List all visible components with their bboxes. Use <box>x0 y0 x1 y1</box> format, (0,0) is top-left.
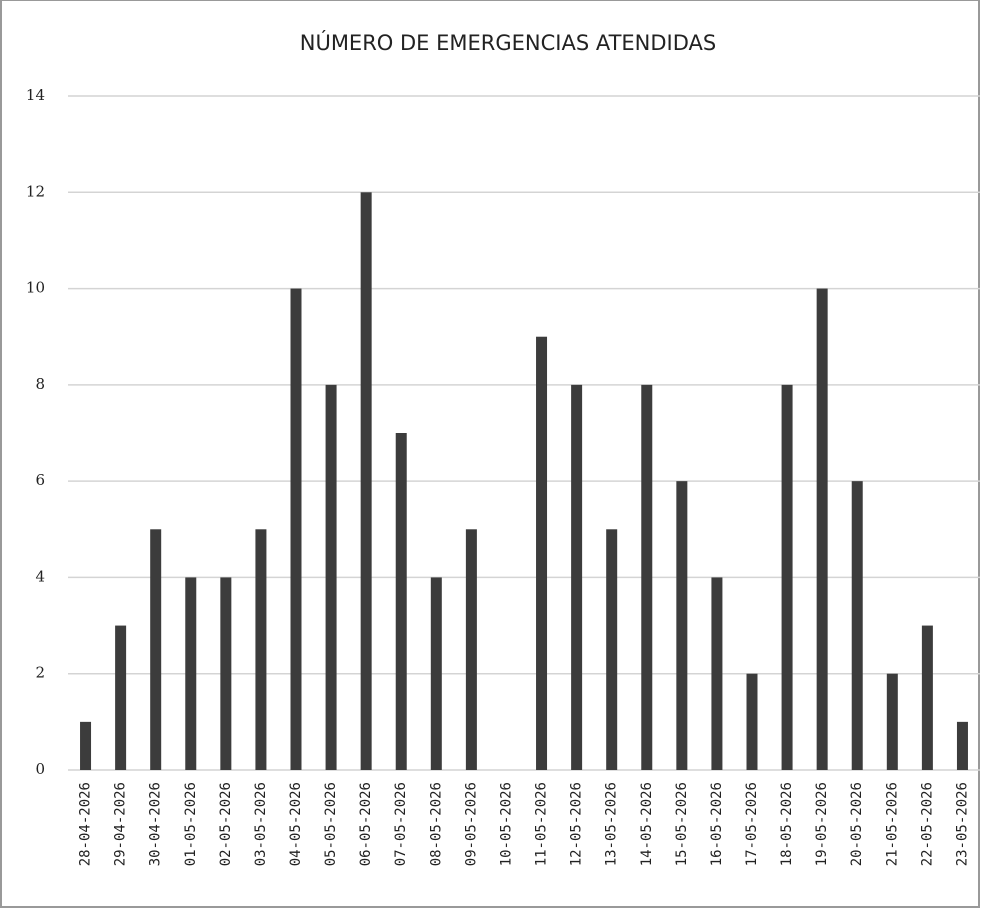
x-tick-label: 23-05-2026 <box>954 782 970 866</box>
bar <box>641 384 653 770</box>
bar <box>185 577 197 770</box>
x-tick-label: 13-05-2026 <box>604 782 620 866</box>
x-tick-label: 16-05-2026 <box>709 782 725 866</box>
bar <box>395 433 407 770</box>
bar <box>290 288 302 770</box>
x-tick-label: 05-05-2026 <box>323 782 339 866</box>
bar <box>150 529 162 770</box>
x-tick-label: 30-04-2026 <box>148 782 164 866</box>
y-tick-label: 0 <box>35 760 45 778</box>
bar <box>115 625 127 770</box>
x-tick-label: 10-05-2026 <box>498 782 514 866</box>
bar <box>430 577 442 770</box>
bar <box>851 481 863 770</box>
x-tick-label: 07-05-2026 <box>393 782 409 866</box>
x-tick-label: 18-05-2026 <box>779 782 795 866</box>
y-tick-label: 12 <box>26 182 45 200</box>
x-tick-label: 11-05-2026 <box>534 782 550 866</box>
bar <box>816 288 828 770</box>
x-tick-label: 15-05-2026 <box>674 782 690 866</box>
x-tick-label: 01-05-2026 <box>183 782 199 866</box>
x-tick-label: 14-05-2026 <box>639 782 655 866</box>
y-tick-label: 10 <box>26 279 45 297</box>
x-tick-label: 17-05-2026 <box>744 782 760 866</box>
bar <box>571 384 583 770</box>
bar <box>606 529 618 770</box>
x-tick-label: 09-05-2026 <box>463 782 479 866</box>
bar <box>536 336 548 770</box>
bar <box>465 529 477 770</box>
x-tick-label: 29-04-2026 <box>113 782 129 866</box>
bar <box>711 577 723 770</box>
bar <box>746 673 758 770</box>
y-tick-label: 14 <box>26 86 45 104</box>
bar <box>956 721 968 770</box>
bar <box>360 192 372 771</box>
bar <box>781 384 793 770</box>
x-tick-label: 03-05-2026 <box>253 782 269 866</box>
bar <box>80 721 92 770</box>
x-tick-label: 02-05-2026 <box>218 782 234 866</box>
y-tick-label: 8 <box>35 375 45 393</box>
bar <box>255 529 267 770</box>
x-tick-label: 19-05-2026 <box>814 782 830 866</box>
x-tick-label: 28-04-2026 <box>78 782 94 866</box>
x-tick-label: 06-05-2026 <box>358 782 374 866</box>
x-tick-label: 04-05-2026 <box>288 782 304 866</box>
x-tick-label: 12-05-2026 <box>569 782 585 866</box>
bar <box>220 577 232 770</box>
bar <box>921 625 933 770</box>
bar <box>676 481 688 770</box>
x-tick-label: 21-05-2026 <box>884 782 900 866</box>
bar <box>886 673 898 770</box>
x-tick-label: 22-05-2026 <box>919 782 935 866</box>
chart-title: NÚMERO DE EMERGENCIAS ATENDIDAS <box>300 30 717 55</box>
y-tick-label: 2 <box>35 664 45 682</box>
x-tick-label: 20-05-2026 <box>849 782 865 866</box>
x-tick-label: 08-05-2026 <box>428 782 444 866</box>
bar <box>325 384 337 770</box>
y-tick-label: 6 <box>35 471 45 489</box>
y-tick-label: 4 <box>35 567 45 585</box>
